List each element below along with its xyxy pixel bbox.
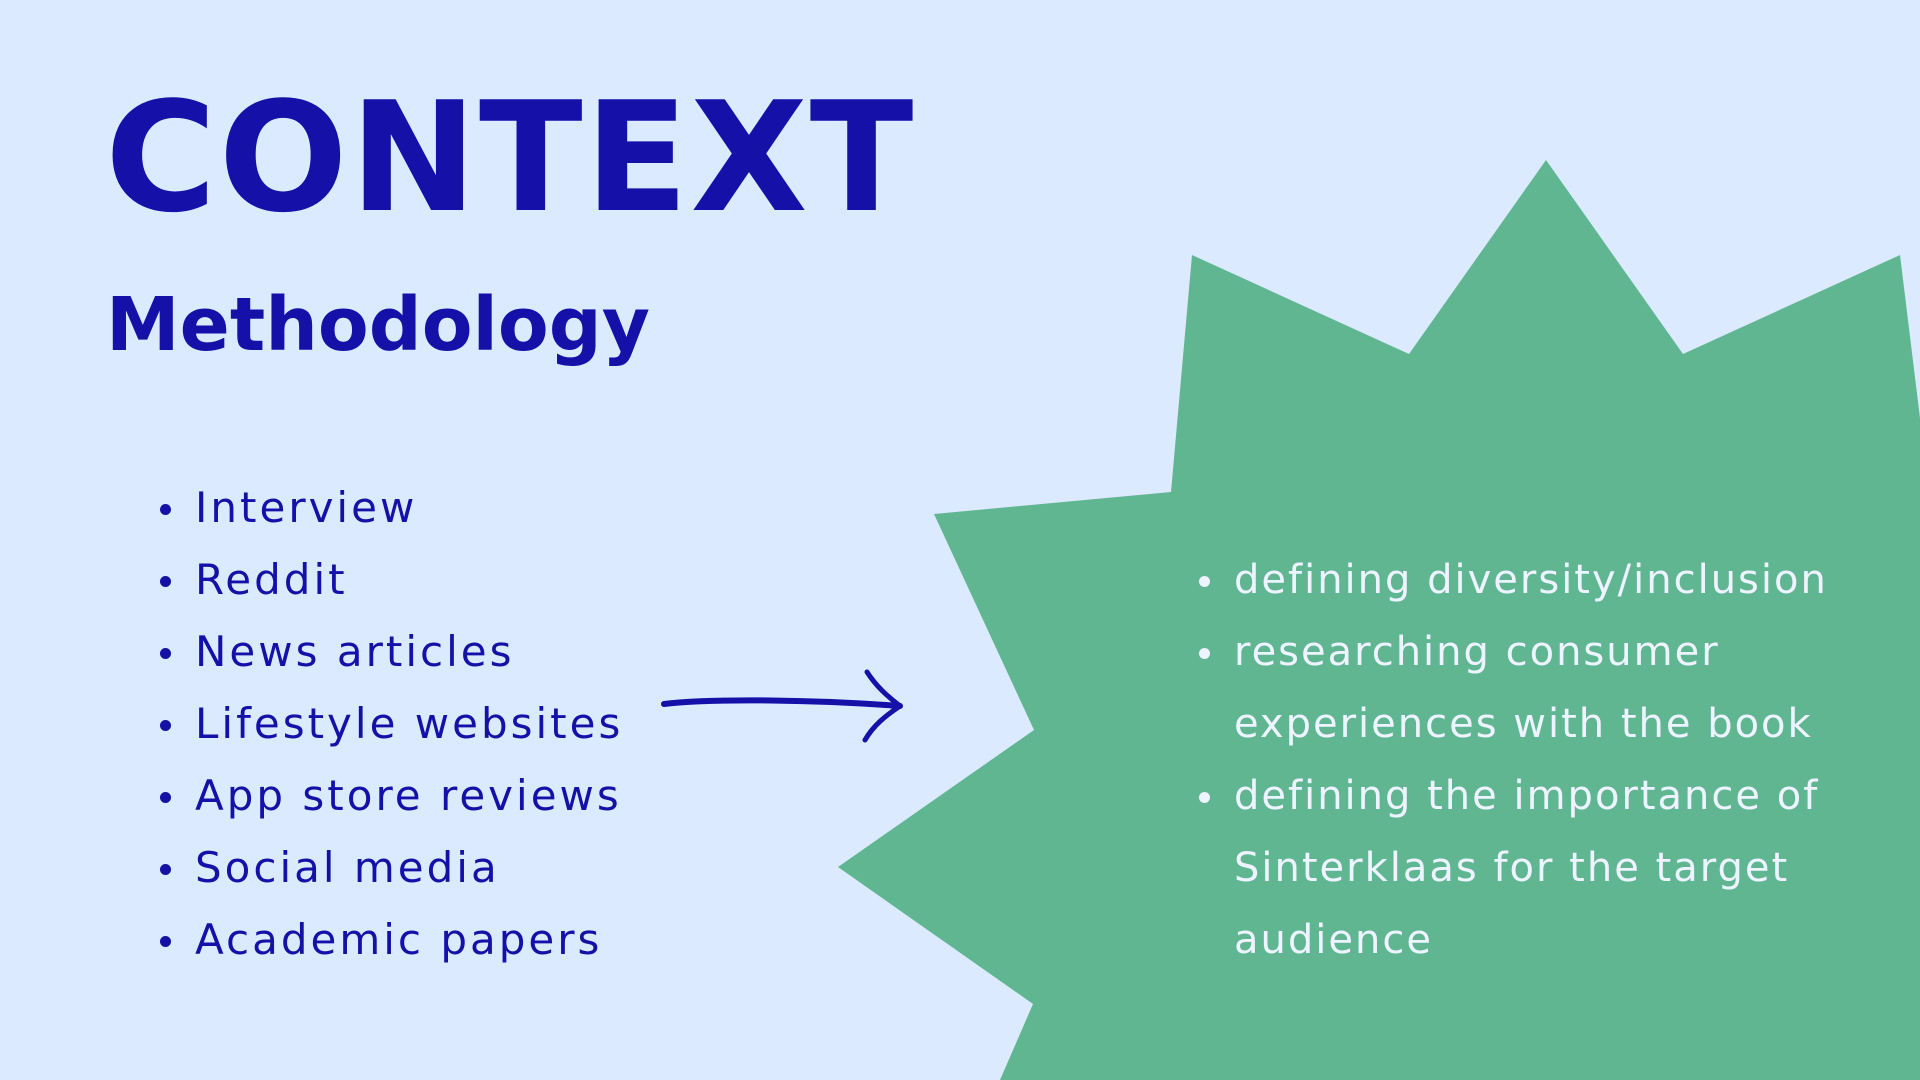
arrow-right-icon bbox=[661, 669, 903, 743]
outcome-item-consumer-research: researching consumer bbox=[1199, 616, 1828, 688]
source-item-interview: Interview bbox=[160, 472, 623, 544]
outcome-item-consumer-research-cont: experiences with the book bbox=[1234, 701, 1813, 747]
outcomes-list: defining diversity/inclusion researching… bbox=[1199, 544, 1828, 976]
source-item-news-articles: News articles bbox=[160, 616, 623, 688]
source-item-reddit: Reddit bbox=[160, 544, 623, 616]
source-item-social-media: Social media bbox=[160, 832, 623, 904]
source-item-academic-papers: Academic papers bbox=[160, 904, 623, 976]
source-item-lifestyle-websites: Lifestyle websites bbox=[160, 688, 623, 760]
outcome-item-diversity: defining diversity/inclusion bbox=[1199, 544, 1828, 616]
page-title: CONTEXT bbox=[105, 69, 916, 246]
sources-list: Interview Reddit News articles Lifestyle… bbox=[160, 472, 623, 976]
outcome-item-sinterklaas-importance-cont-2: audience bbox=[1234, 917, 1433, 963]
source-item-app-store-reviews: App store reviews bbox=[160, 760, 623, 832]
page-subtitle: Methodology bbox=[106, 282, 650, 368]
outcome-item-sinterklaas-importance: defining the importance of bbox=[1199, 760, 1828, 832]
outcome-item-sinterklaas-importance-cont: Sinterklaas for the target bbox=[1234, 845, 1790, 891]
